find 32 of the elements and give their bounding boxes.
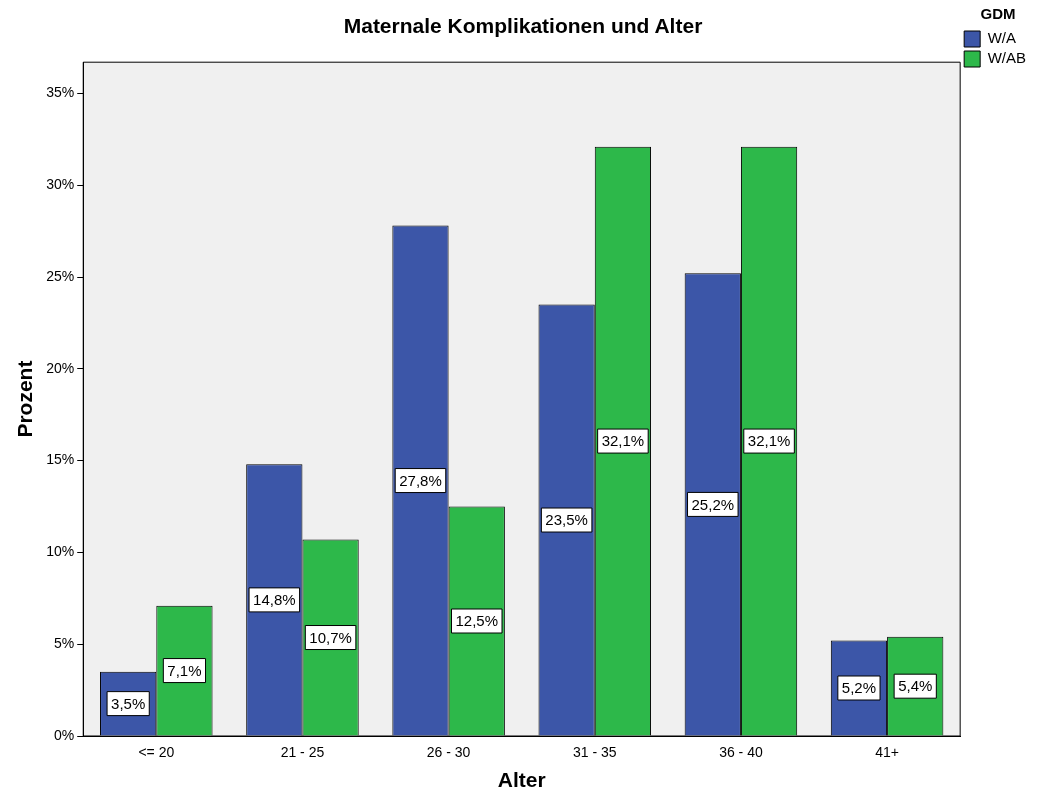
data-label: 12,5% xyxy=(455,612,499,630)
data-label: 27,8% xyxy=(399,471,442,489)
y-tick-label: 20% xyxy=(46,359,75,376)
legend-title: GDM xyxy=(980,4,1016,22)
x-tick-label: 36 - 40 xyxy=(719,744,763,761)
legend-label: W/AB xyxy=(987,49,1027,67)
y-tick-label: 0% xyxy=(53,726,75,743)
x-tick-label: 31 - 35 xyxy=(572,744,617,761)
data-label: 5,2% xyxy=(841,679,877,697)
y-tick-label: 25% xyxy=(46,267,75,284)
data-label: 3,5% xyxy=(111,694,146,712)
data-label: 5,4% xyxy=(898,677,933,695)
data-label: 23,5% xyxy=(545,511,588,529)
y-axis-title: Prozent xyxy=(13,360,37,438)
y-tick-label: 10% xyxy=(46,543,75,560)
data-label: 32,1% xyxy=(747,432,791,450)
y-tick-label: 30% xyxy=(46,176,75,193)
x-tick-label: 41+ xyxy=(875,744,899,761)
y-tick-label: 5% xyxy=(53,635,75,652)
data-label: 7,1% xyxy=(167,661,202,679)
y-tick-label: 35% xyxy=(46,84,75,101)
data-label: 14,8% xyxy=(253,591,296,609)
x-axis-title: Alter xyxy=(497,768,546,792)
chart-title: Maternale Komplikationen und Alter xyxy=(343,14,703,38)
x-tick-label: 26 - 30 xyxy=(426,744,471,761)
data-label: 32,1% xyxy=(601,432,645,450)
data-label: 25,2% xyxy=(691,495,735,513)
x-tick-label: 21 - 25 xyxy=(280,744,325,761)
data-label: 10,7% xyxy=(309,628,352,646)
legend-label: W/A xyxy=(987,29,1017,47)
x-tick-label: <= 20 xyxy=(138,744,175,761)
y-tick-label: 15% xyxy=(46,451,75,468)
